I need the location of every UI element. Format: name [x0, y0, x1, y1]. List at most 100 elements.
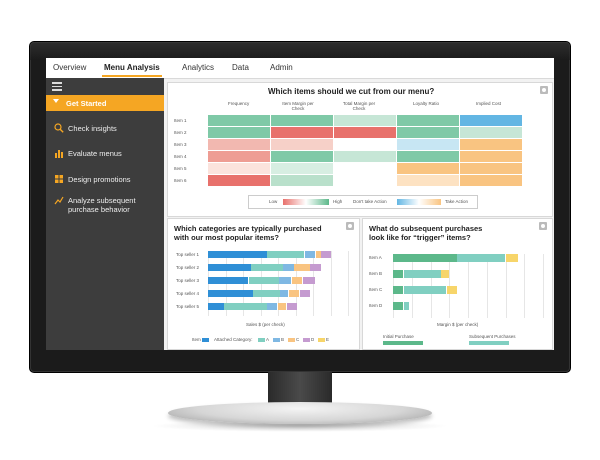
settings-gear-icon[interactable] — [540, 86, 548, 94]
heatmap-cell[interactable] — [397, 163, 459, 174]
bar-segment-c[interactable] — [315, 251, 321, 258]
tab-analytics[interactable]: Analytics — [182, 63, 215, 72]
bar-segment-subsequent-purchases[interactable] — [403, 302, 409, 310]
bar-segment-c[interactable] — [288, 290, 300, 297]
bar-segment-d[interactable] — [302, 277, 316, 284]
heatmap-cell[interactable] — [334, 127, 396, 138]
heatmap-cell[interactable] — [208, 175, 270, 186]
bar-segment-b[interactable] — [280, 290, 289, 297]
sidebar: Get Started Check insights Evaluate menu… — [46, 78, 164, 350]
category-tick-label: Item D — [369, 303, 383, 308]
heatmap-cell[interactable] — [334, 115, 396, 126]
heatmap-cell[interactable] — [397, 151, 459, 162]
bar-segment-d[interactable] — [299, 290, 310, 297]
legend-gradient-action — [397, 199, 441, 205]
bar-segment-d[interactable] — [321, 251, 332, 258]
heatmap-cell[interactable] — [460, 127, 522, 138]
category-tick-label: Top seller 5 — [176, 304, 200, 309]
legend-initial: Initial Purchase — [383, 334, 414, 339]
bar-segment-other[interactable] — [505, 254, 518, 262]
heatmap-row-label: Item 4 — [174, 154, 187, 159]
bar-segment-a[interactable] — [251, 264, 283, 271]
heatmap-cell[interactable] — [460, 139, 522, 150]
heatmap-cell[interactable] — [271, 175, 333, 186]
heatmap-cell[interactable] — [334, 139, 396, 150]
legend-swatch-d — [303, 338, 310, 342]
settings-gear-icon[interactable] — [539, 222, 547, 230]
bar-segment-b[interactable] — [267, 303, 278, 310]
get-started-label: Get Started — [66, 99, 107, 108]
heatmap-cell[interactable] — [334, 151, 396, 162]
heatmap-cell[interactable] — [334, 163, 396, 174]
bar-segment-d[interactable] — [310, 264, 321, 271]
bar-segment-b[interactable] — [283, 264, 294, 271]
legend-gradient-low-high — [283, 199, 329, 205]
heatmap-cell[interactable] — [208, 139, 270, 150]
heatmap-cell[interactable] — [271, 115, 333, 126]
hamburger-menu-icon[interactable] — [52, 82, 62, 91]
legend-a: A — [266, 337, 270, 342]
bar-segment-other[interactable] — [446, 286, 457, 294]
heatmap-cell[interactable] — [208, 127, 270, 138]
bar-segment-initial-purchase[interactable] — [393, 270, 404, 278]
gridline — [468, 254, 469, 318]
gridline — [486, 254, 488, 318]
bar-segment-b[interactable] — [304, 251, 316, 258]
heatmap-cell[interactable] — [271, 163, 333, 174]
tab-admin[interactable]: Admin — [270, 63, 293, 72]
bar-segment-a[interactable] — [267, 251, 305, 258]
bar-segment-initial-purchase[interactable] — [393, 302, 404, 310]
heatmap-cell[interactable] — [208, 163, 270, 174]
heatmap-cell[interactable] — [460, 151, 522, 162]
heatmap-cell[interactable] — [334, 175, 396, 186]
bar-segment-subsequent-purchases[interactable] — [403, 270, 441, 278]
tab-overview[interactable]: Overview — [53, 63, 87, 72]
tab-data[interactable]: Data — [232, 63, 249, 72]
bar-segment-item[interactable] — [208, 264, 251, 271]
heatmap-cell[interactable] — [208, 115, 270, 126]
bar-segment-subsequent-purchases[interactable] — [403, 286, 447, 294]
heatmap-cell[interactable] — [460, 175, 522, 186]
categories-xlabel: Sales $ (per check) — [246, 322, 285, 327]
legend-swatch-item — [202, 338, 209, 342]
category-tick-label: Top seller 3 — [176, 278, 200, 283]
legend-e: E — [326, 337, 330, 342]
heatmap-cell[interactable] — [271, 139, 333, 150]
bar-segment-other[interactable] — [441, 270, 450, 278]
bar-segment-b[interactable] — [279, 277, 292, 284]
get-started-button[interactable]: Get Started — [46, 95, 164, 111]
trigger-legend: Initial Purchase Subsequent Purchases — [373, 334, 543, 346]
legend-b: B — [281, 337, 285, 342]
legend-swatch-a — [258, 338, 265, 342]
settings-gear-icon[interactable] — [346, 222, 354, 230]
bar-segment-c[interactable] — [292, 277, 303, 284]
heatmap-cell[interactable] — [460, 115, 522, 126]
heatmap-cell[interactable] — [208, 151, 270, 162]
bar-segment-a[interactable] — [248, 277, 279, 284]
bar-segment-d[interactable] — [286, 303, 297, 310]
heatmap-cell[interactable] — [397, 127, 459, 138]
bar-segment-a[interactable] — [224, 303, 267, 310]
bar-segment-item[interactable] — [208, 290, 253, 297]
magnifier-icon — [54, 123, 64, 133]
monitor-base — [168, 402, 432, 424]
bar-segment-item[interactable] — [208, 303, 224, 310]
heatmap-legend: Low High Don't take Action Take Action — [248, 195, 478, 209]
screen: Overview Menu Analysis Analytics Data Ad… — [46, 58, 554, 350]
heatmap-cell[interactable] — [397, 175, 459, 186]
bar-segment-subsequent-purchases[interactable] — [457, 254, 505, 262]
heatmap-cell[interactable] — [271, 151, 333, 162]
bar-segment-initial-purchase[interactable] — [393, 254, 457, 262]
bar-segment-item[interactable] — [208, 277, 249, 284]
bar-segment-initial-purchase[interactable] — [393, 286, 404, 294]
heatmap-cell[interactable] — [271, 127, 333, 138]
heatmap-cell[interactable] — [460, 163, 522, 174]
bar-segment-c[interactable] — [278, 303, 287, 310]
bar-segment-item[interactable] — [208, 251, 267, 258]
tab-menu-analysis[interactable]: Menu Analysis — [102, 63, 162, 77]
bar-segment-a[interactable] — [253, 290, 280, 297]
bar-segment-c[interactable] — [294, 264, 310, 271]
legend-c: C — [296, 337, 300, 342]
heatmap-cell[interactable] — [397, 115, 459, 126]
heatmap-cell[interactable] — [397, 139, 459, 150]
